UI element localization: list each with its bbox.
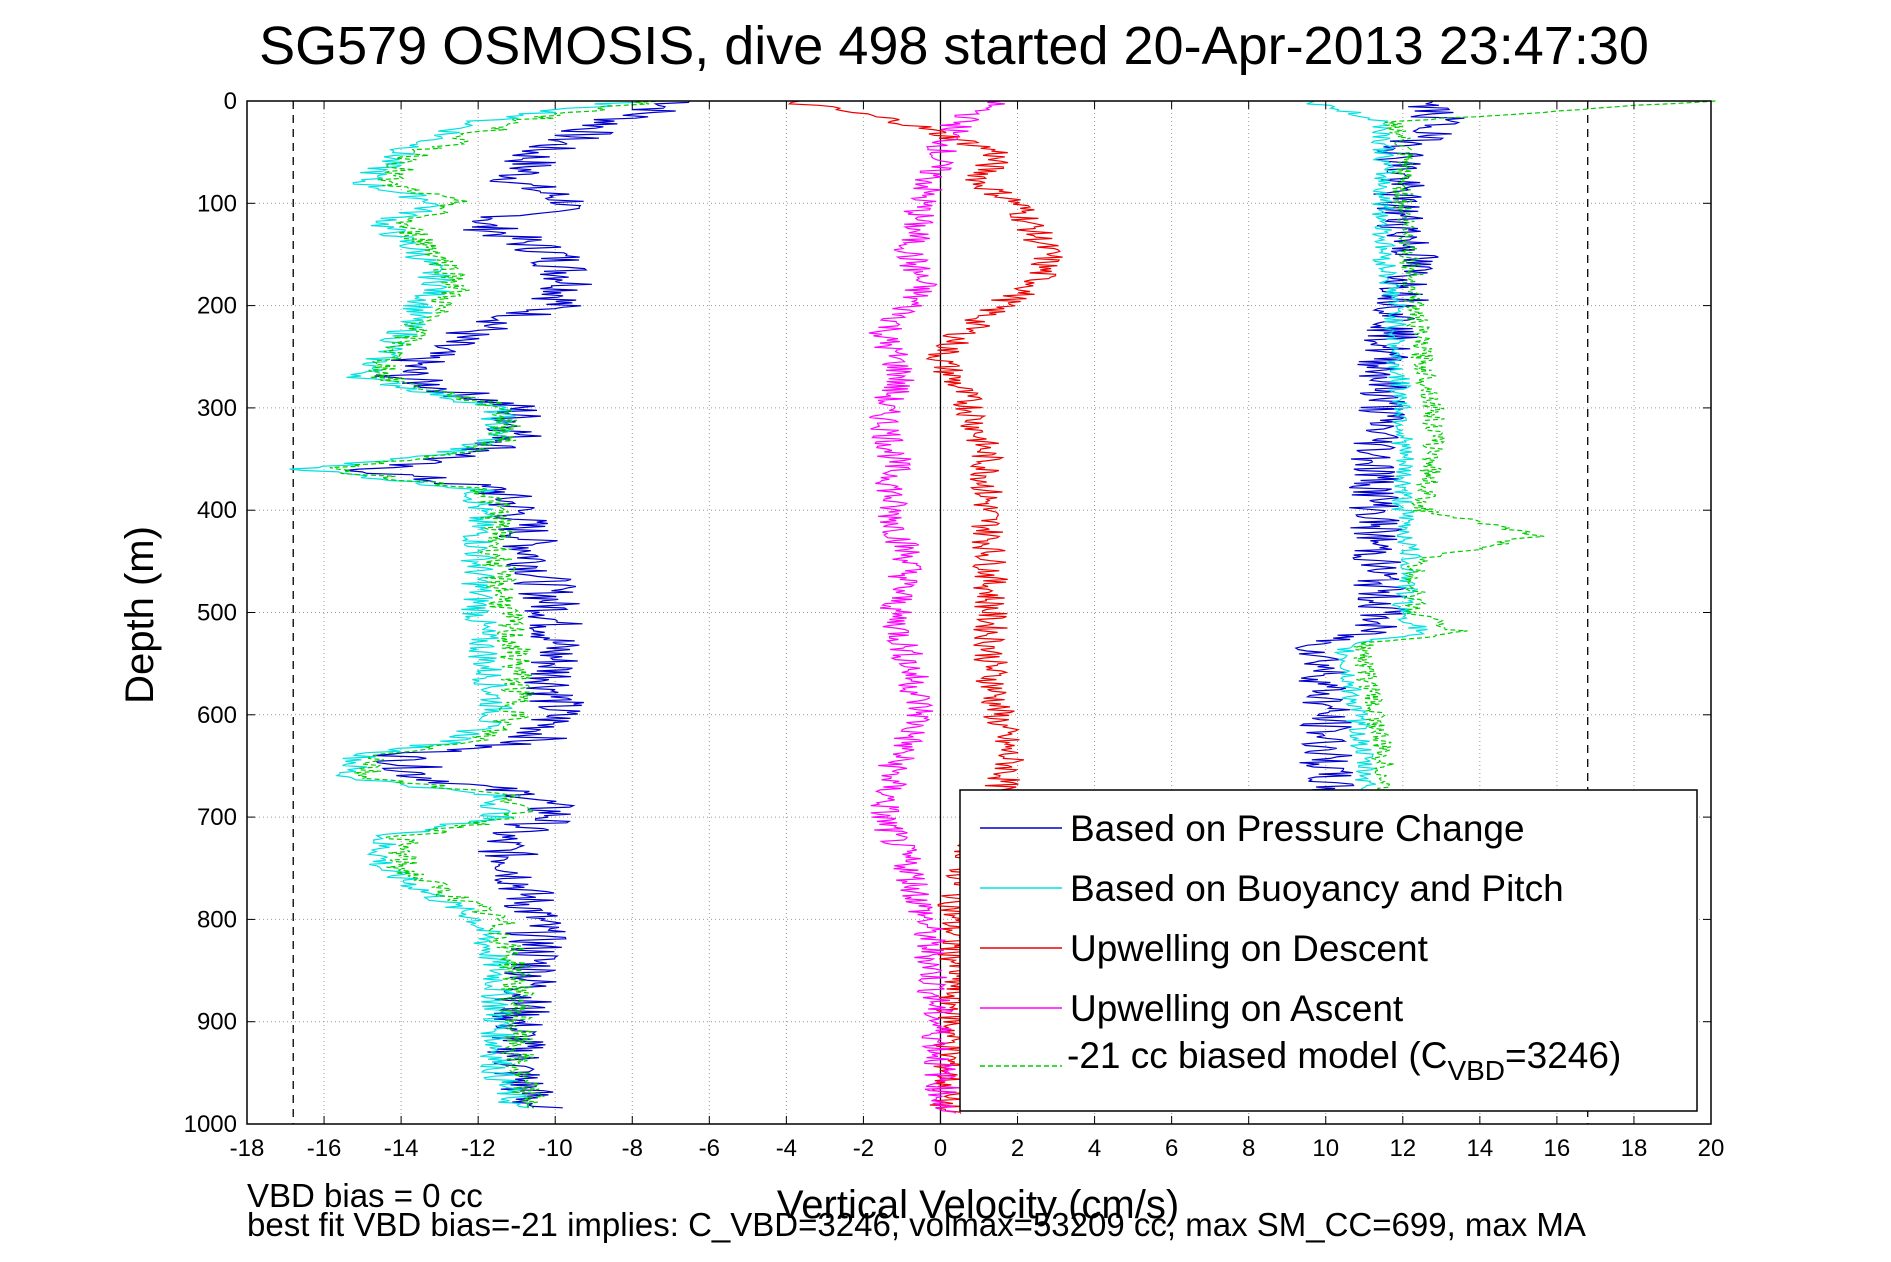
y-tick-label: 700 [197, 804, 237, 831]
x-tick-label: 14 [1466, 1135, 1493, 1162]
chart-title: SG579 OSMOSIS, dive 498 started 20-Apr-2… [259, 16, 1649, 76]
series-line-based-on-buoyancy-and-pitch [289, 100, 641, 1109]
legend-label-model-subscript: VBD [1447, 1055, 1505, 1086]
legend-label-model-prefix: -21 cc biased model (C [1067, 1035, 1447, 1076]
legend-box [959, 789, 1698, 1112]
series-line-21-cc-biased-model-c-vbd-3246-ascent [1353, 100, 1716, 818]
y-tick-label: 100 [197, 190, 237, 217]
legend-label-model-suffix: =3246) [1505, 1035, 1621, 1076]
y-tick-label: 400 [197, 497, 237, 524]
x-tick-label: 0 [934, 1135, 947, 1162]
x-tick-label: -2 [853, 1135, 874, 1162]
legend-label: Upwelling on Ascent [1070, 988, 1404, 1029]
x-tick-label: -4 [776, 1135, 797, 1162]
x-tick-label: -18 [230, 1135, 265, 1162]
x-tick-label: -8 [622, 1135, 643, 1162]
x-tick-label: -16 [307, 1135, 342, 1162]
series-line-upwelling-on-ascent [868, 100, 1005, 1114]
y-tick-label: 900 [197, 1009, 237, 1036]
x-axis-label: Vertical Velocity (cm/s) [777, 1183, 1179, 1227]
y-tick-label: 500 [197, 600, 237, 627]
legend-label: Based on Buoyancy and Pitch [1070, 868, 1564, 909]
x-tick-label: 12 [1389, 1135, 1416, 1162]
x-tick-label: -14 [384, 1135, 419, 1162]
legend-label-model: -21 cc biased model (CVBD=3246) [1067, 1035, 1621, 1086]
y-tick-label: 300 [197, 395, 237, 422]
y-tick-label: 200 [197, 293, 237, 320]
x-tick-label: -10 [538, 1135, 573, 1162]
y-tick-label: 1000 [184, 1111, 237, 1138]
series-line-based-on-buoyancy-and-pitch-ascent [1306, 100, 1428, 818]
axis-ticks: -18 -16 -14 -12 -10 -8 -6 -4 -2 0 2 4 6 8 10 12 14 16 18 20… [184, 88, 1725, 1162]
y-tick-label: 600 [197, 702, 237, 729]
series-line-based-on-pressure-change [345, 100, 690, 1109]
x-tick-label: 6 [1165, 1135, 1178, 1162]
x-tick-label: 2 [1011, 1135, 1024, 1162]
x-tick-label: 4 [1088, 1135, 1101, 1162]
note-vbd-bias: VBD bias = 0 cc [247, 1177, 483, 1214]
series-line-based-on-pressure-change-ascent [1294, 100, 1465, 818]
legend-entries: Based on Pressure Change Based on Buoyanc… [980, 808, 1564, 1067]
note-best-fit: best fit VBD bias=-21 implies: C_VBD=324… [247, 1206, 1586, 1243]
legend: Based on Pressure Change Based on Buoyanc… [959, 789, 1698, 1112]
x-tick-label: 10 [1312, 1135, 1339, 1162]
x-tick-label: -12 [461, 1135, 496, 1162]
y-tick-label: 800 [197, 906, 237, 933]
x-tick-label: 16 [1544, 1135, 1571, 1162]
y-axis-label: Depth (m) [118, 526, 162, 704]
x-tick-label: 18 [1621, 1135, 1648, 1162]
x-tick-label: -6 [699, 1135, 720, 1162]
x-tick-label: 8 [1242, 1135, 1255, 1162]
legend-label: Based on Pressure Change [1070, 808, 1525, 849]
x-tick-label: 20 [1698, 1135, 1725, 1162]
series-line-21-cc-biased-model-c-vbd-3246 [329, 100, 665, 1109]
legend-label: Upwelling on Descent [1070, 928, 1429, 969]
y-tick-label: 0 [224, 88, 237, 115]
